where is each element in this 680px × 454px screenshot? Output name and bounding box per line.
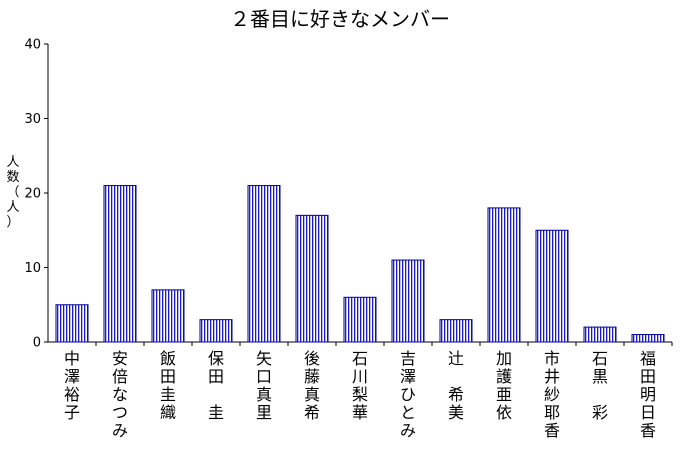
y-tick-label: 20 [24,187,41,202]
x-category-label: 加護亜依 [496,349,512,422]
x-category-label: 市井紗耶香 [544,349,560,440]
bar [151,289,185,343]
x-category-label: 中澤裕子 [64,349,80,422]
bar [343,296,377,343]
chart-title: ２番目に好きなメンバー [230,7,450,31]
y-tick-label: 30 [24,112,41,127]
bar [487,207,521,343]
x-category-label: 福田明日香 [640,349,656,440]
x-category-label: 飯田圭織 [160,349,176,422]
y-axis-label: 人数（人） [6,155,19,230]
x-category-label: 辻 希美 [448,349,464,422]
bar [247,185,281,343]
x-category-label: 保田 圭 [208,349,224,422]
bars [55,185,665,343]
y-tick-label: 10 [24,261,41,276]
x-category-label: 安倍なつみ [112,349,128,440]
bar [199,319,233,343]
bar [439,319,473,343]
bar [55,304,89,343]
y-tick-label: 0 [33,336,41,351]
x-category-label: 石黒 彩 [592,349,608,422]
x-category-label: 矢口真里 [256,349,272,422]
bar [295,214,329,343]
y-ticks: 0 10 20 30 40 [24,38,48,351]
y-tick-label: 40 [24,38,41,53]
x-category-label: 吉澤ひとみ [400,349,416,440]
bar [103,185,137,343]
bar [583,326,617,343]
bar [391,259,425,343]
x-category-label: 後藤真希 [304,349,320,422]
bar [631,334,665,343]
x-category-labels: 中澤裕子 安倍なつみ 飯田圭織 保田 圭 矢口真里 後藤真希 石川梨華 吉澤ひとみ 辻 希美 加護… [64,342,673,440]
x-category-label: 石川梨華 [352,349,368,422]
bar [535,229,569,343]
